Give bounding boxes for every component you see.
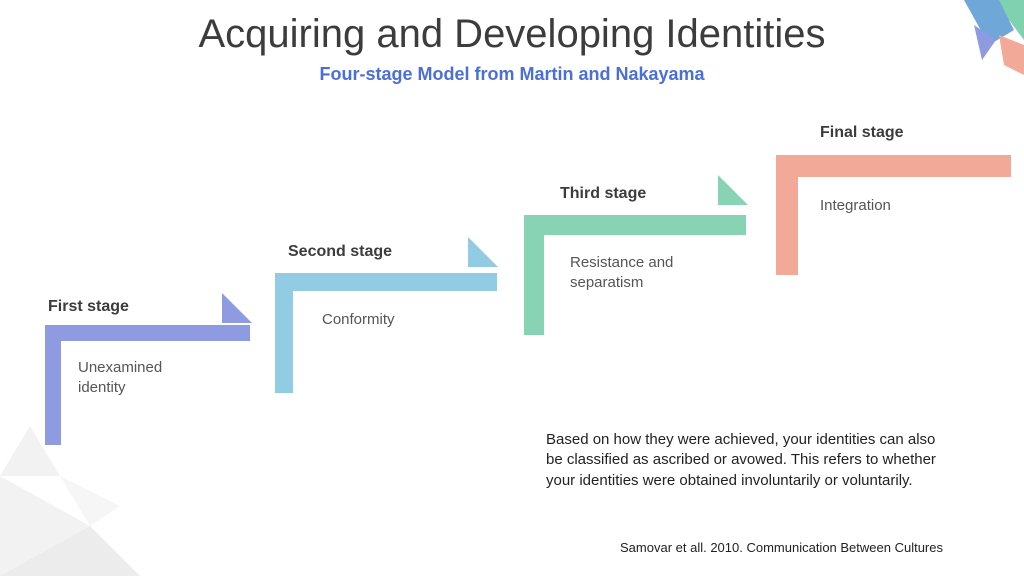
explanatory-text: Based on how they were achieved, your id… [546, 430, 946, 491]
stage-label-1: First stage [48, 298, 129, 316]
stage-desc-2: Conformity [322, 310, 452, 330]
stage-label-3: Third stage [560, 185, 646, 203]
step-triangle-3 [718, 175, 748, 205]
step-shape-2 [275, 273, 497, 393]
stage-label-2: Second stage [288, 243, 392, 261]
step-triangle-2 [468, 237, 498, 267]
stage-desc-1: Unexamined identity [78, 358, 208, 397]
slide-subtitle: Four-stage Model from Martin and Nakayam… [0, 64, 1024, 85]
stage-desc-3: Resistance and separatism [570, 253, 720, 292]
stage-label-4: Final stage [820, 124, 904, 142]
stage-desc-4: Integration [820, 196, 960, 216]
citation-text: Samovar et all. 2010. Communication Betw… [620, 540, 943, 555]
slide-title: Acquiring and Developing Identities [0, 12, 1024, 57]
step-triangle-1 [222, 293, 252, 323]
